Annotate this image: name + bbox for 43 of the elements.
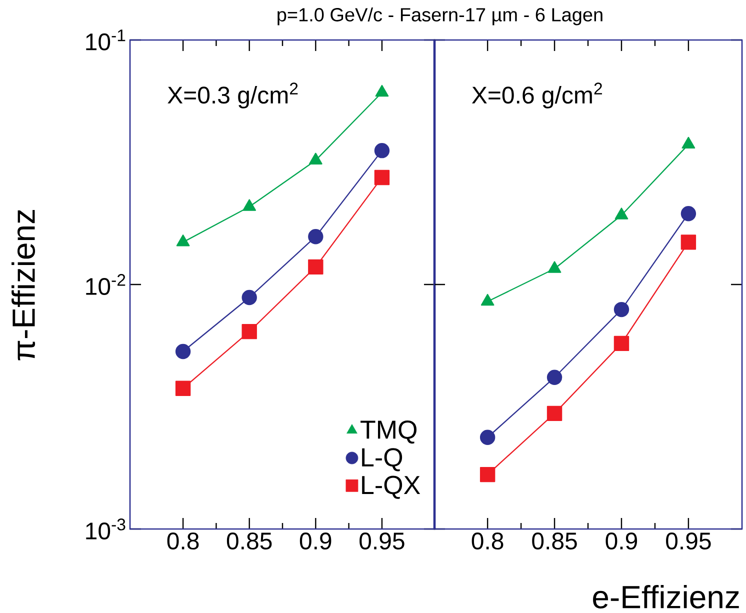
point	[242, 290, 257, 306]
point	[175, 380, 191, 396]
point	[614, 336, 630, 352]
point	[480, 294, 494, 306]
point	[548, 261, 562, 273]
point	[308, 229, 324, 244]
x-axis-title: e-Effizienz	[593, 584, 739, 608]
point	[308, 152, 322, 164]
y-tick-label: 10$^{-3}$	[86, 518, 126, 540]
point	[375, 84, 389, 97]
point	[546, 406, 562, 422]
point	[480, 466, 496, 482]
point	[175, 344, 191, 360]
point	[546, 370, 562, 385]
y-tick-label: 10$^{-1}$	[86, 30, 126, 50]
legend-label: TMQ	[360, 420, 416, 444]
chart-title: p=1.0 GeV/c - Fasern-17 µm - 6 Lagen	[278, 8, 602, 26]
point	[374, 142, 390, 158]
point	[242, 324, 257, 340]
point	[614, 302, 630, 318]
x-tick-label: 0.8	[167, 532, 199, 550]
legend-label: L-QX	[362, 476, 420, 499]
y-tick-label: 10$^{-2}$	[86, 274, 126, 295]
y-axis-title: π-Effizienz	[12, 210, 36, 360]
point	[614, 208, 628, 220]
annotation: X=0.6 g/cm$^{2}$	[472, 82, 602, 108]
x-tick-label: 0.85	[226, 532, 272, 550]
point	[242, 199, 256, 211]
point	[176, 234, 190, 246]
x-tick-label: 0.8	[472, 532, 504, 550]
point	[308, 259, 324, 275]
x-tick-label: 0.95	[360, 532, 404, 550]
annotation: X=0.3 g/cm$^{2}$	[168, 82, 298, 108]
point	[682, 136, 696, 149]
point	[480, 430, 496, 445]
x-tick-label: 0.9	[606, 532, 638, 550]
point	[680, 206, 696, 222]
legend-label: L-Q	[362, 448, 402, 472]
x-tick-label: 0.9	[300, 532, 332, 550]
x-tick-label: 0.95	[666, 532, 711, 550]
point	[374, 170, 390, 186]
point	[680, 234, 696, 250]
x-tick-label: 0.85	[532, 532, 577, 550]
